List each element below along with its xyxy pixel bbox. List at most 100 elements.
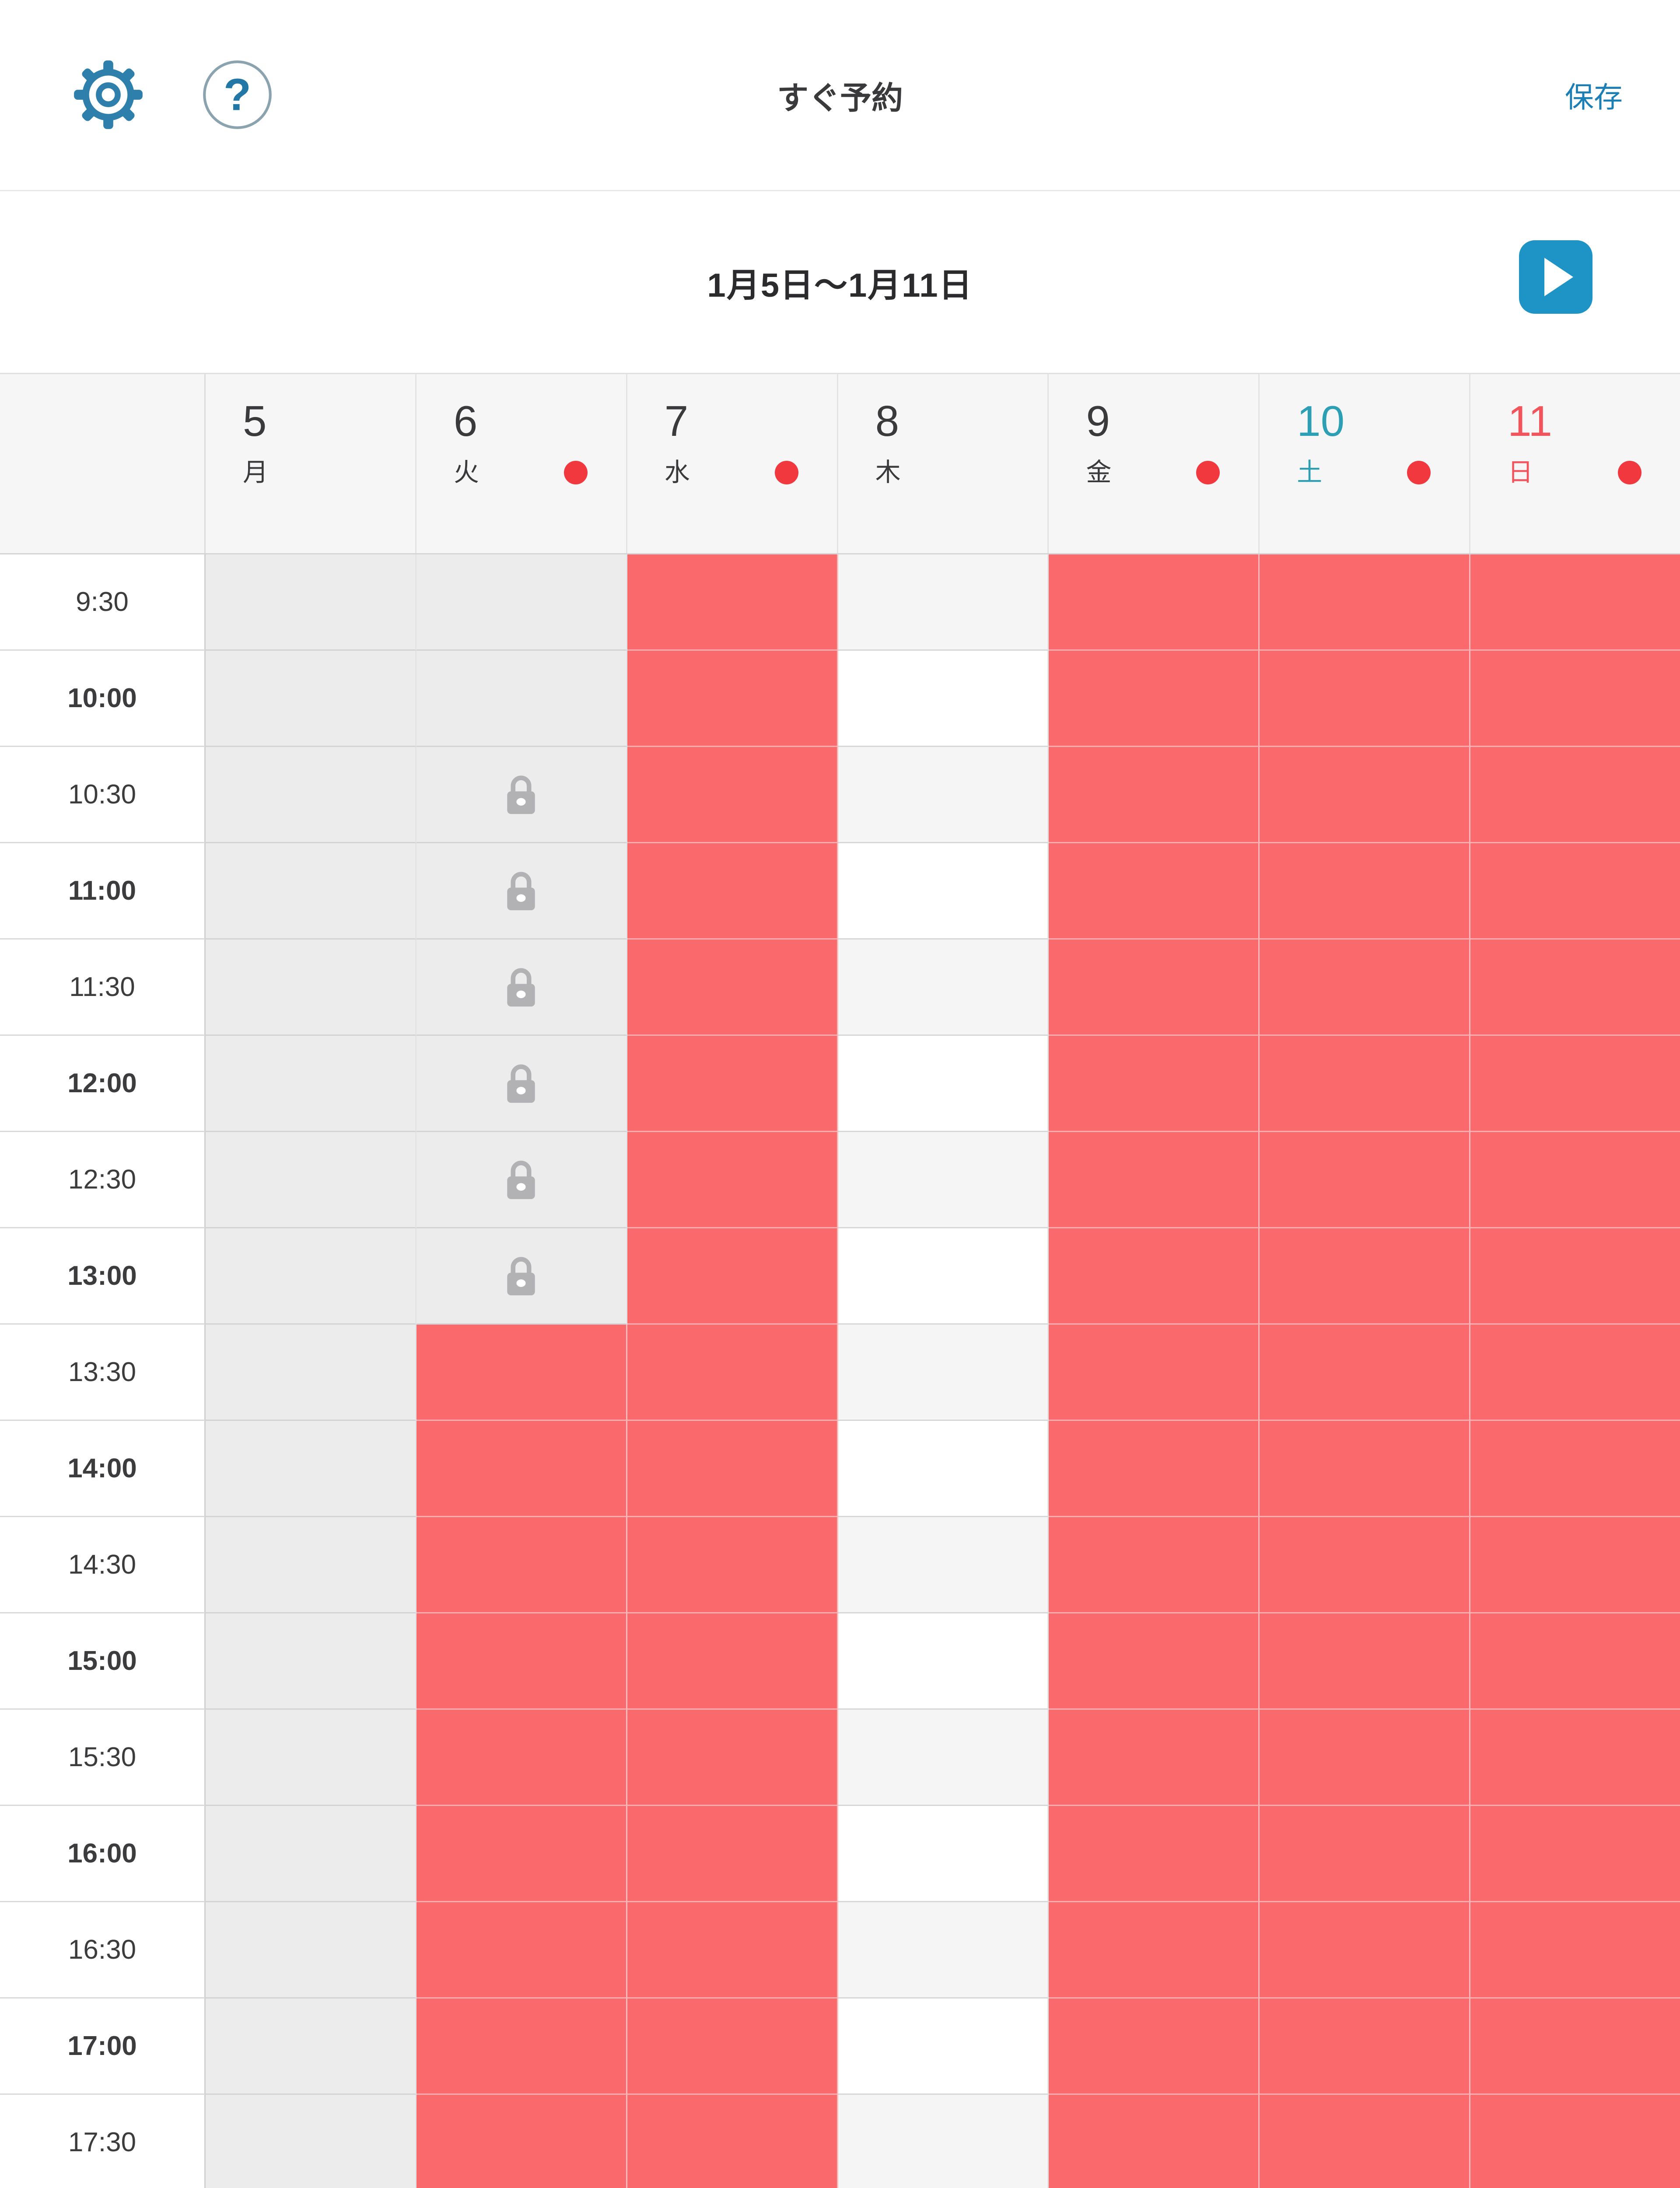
- slot-8-16:30[interactable]: [838, 1902, 1049, 1999]
- slot-7-13:00[interactable]: [627, 1228, 838, 1325]
- slot-11-13:00[interactable]: [1470, 1228, 1680, 1325]
- slot-9-15:30[interactable]: [1049, 1710, 1260, 1806]
- slot-11-16:00[interactable]: [1470, 1806, 1680, 1902]
- slot-6-16:00[interactable]: [416, 1806, 627, 1902]
- slot-9-14:00[interactable]: [1049, 1421, 1260, 1517]
- slot-9-15:00[interactable]: [1049, 1613, 1260, 1710]
- slot-6-17:30[interactable]: [416, 2095, 627, 2188]
- slot-8-15:00[interactable]: [838, 1613, 1049, 1710]
- slot-9-14:30[interactable]: [1049, 1517, 1260, 1613]
- slot-8-14:00[interactable]: [838, 1421, 1049, 1517]
- slot-7-13:30[interactable]: [627, 1325, 838, 1421]
- slot-11-10:30[interactable]: [1470, 747, 1680, 843]
- slot-10-10:00[interactable]: [1260, 651, 1471, 747]
- slot-7-14:30[interactable]: [627, 1517, 838, 1613]
- slot-10-10:30[interactable]: [1260, 747, 1471, 843]
- slot-11-15:00[interactable]: [1470, 1613, 1680, 1710]
- slot-7-10:30[interactable]: [627, 747, 838, 843]
- slot-6-17:00[interactable]: [416, 1999, 627, 2095]
- slot-10-13:00[interactable]: [1260, 1228, 1471, 1325]
- slot-10-11:00[interactable]: [1260, 843, 1471, 940]
- slot-9-12:30[interactable]: [1049, 1132, 1260, 1228]
- slot-6-14:00[interactable]: [416, 1421, 627, 1517]
- slot-10-14:00[interactable]: [1260, 1421, 1471, 1517]
- slot-11-12:30[interactable]: [1470, 1132, 1680, 1228]
- slot-8-16:00[interactable]: [838, 1806, 1049, 1902]
- slot-10-17:30[interactable]: [1260, 2095, 1471, 2188]
- slot-9-9:30[interactable]: [1049, 554, 1260, 651]
- slot-11-17:00[interactable]: [1470, 1999, 1680, 2095]
- slot-11-14:00[interactable]: [1470, 1421, 1680, 1517]
- slot-9-13:30[interactable]: [1049, 1325, 1260, 1421]
- slot-7-16:30[interactable]: [627, 1902, 838, 1999]
- slot-7-16:00[interactable]: [627, 1806, 838, 1902]
- slot-9-13:00[interactable]: [1049, 1228, 1260, 1325]
- slot-11-14:30[interactable]: [1470, 1517, 1680, 1613]
- slot-10-17:00[interactable]: [1260, 1999, 1471, 2095]
- next-week-button[interactable]: [1519, 240, 1592, 314]
- slot-8-11:00[interactable]: [838, 843, 1049, 940]
- slot-11-17:30[interactable]: [1470, 2095, 1680, 2188]
- slot-8-14:30[interactable]: [838, 1517, 1049, 1613]
- slot-9-12:00[interactable]: [1049, 1036, 1260, 1132]
- slot-8-11:30[interactable]: [838, 940, 1049, 1036]
- slot-6-15:00[interactable]: [416, 1613, 627, 1710]
- slot-10-15:00[interactable]: [1260, 1613, 1471, 1710]
- slot-11-10:00[interactable]: [1470, 651, 1680, 747]
- slot-8-17:30[interactable]: [838, 2095, 1049, 2188]
- slot-8-12:00[interactable]: [838, 1036, 1049, 1132]
- slot-8-10:30[interactable]: [838, 747, 1049, 843]
- slot-7-10:00[interactable]: [627, 651, 838, 747]
- slot-11-9:30[interactable]: [1470, 554, 1680, 651]
- slot-9-10:30[interactable]: [1049, 747, 1260, 843]
- day-number: 5: [243, 397, 267, 445]
- slot-11-13:30[interactable]: [1470, 1325, 1680, 1421]
- slot-11-11:00[interactable]: [1470, 843, 1680, 940]
- slot-7-12:30[interactable]: [627, 1132, 838, 1228]
- slot-6-15:30[interactable]: [416, 1710, 627, 1806]
- slot-8-13:00[interactable]: [838, 1228, 1049, 1325]
- slot-9-16:30[interactable]: [1049, 1902, 1260, 1999]
- slot-6-16:30[interactable]: [416, 1902, 627, 1999]
- availability-dot: [1407, 461, 1431, 484]
- slot-11-12:00[interactable]: [1470, 1036, 1680, 1132]
- slot-8-12:30[interactable]: [838, 1132, 1049, 1228]
- slot-6-14:30[interactable]: [416, 1517, 627, 1613]
- slot-7-15:00[interactable]: [627, 1613, 838, 1710]
- slot-10-11:30[interactable]: [1260, 940, 1471, 1036]
- slot-11-15:30[interactable]: [1470, 1710, 1680, 1806]
- slot-6-13:30[interactable]: [416, 1325, 627, 1421]
- slot-7-17:30[interactable]: [627, 2095, 838, 2188]
- slot-7-9:30[interactable]: [627, 554, 838, 651]
- help-button[interactable]: ?: [201, 60, 273, 132]
- slot-8-17:00[interactable]: [838, 1999, 1049, 2095]
- slot-10-16:30[interactable]: [1260, 1902, 1471, 1999]
- slot-7-12:00[interactable]: [627, 1036, 838, 1132]
- slot-9-17:30[interactable]: [1049, 2095, 1260, 2188]
- slot-10-12:00[interactable]: [1260, 1036, 1471, 1132]
- slot-10-16:00[interactable]: [1260, 1806, 1471, 1902]
- slot-9-11:30[interactable]: [1049, 940, 1260, 1036]
- slot-10-14:30[interactable]: [1260, 1517, 1471, 1613]
- slot-11-11:30[interactable]: [1470, 940, 1680, 1036]
- slot-10-15:30[interactable]: [1260, 1710, 1471, 1806]
- slot-9-11:00[interactable]: [1049, 843, 1260, 940]
- slot-9-16:00[interactable]: [1049, 1806, 1260, 1902]
- slot-10-9:30[interactable]: [1260, 554, 1471, 651]
- slot-7-11:00[interactable]: [627, 843, 838, 940]
- slot-9-10:00[interactable]: [1049, 651, 1260, 747]
- slot-8-10:00[interactable]: [838, 651, 1049, 747]
- slot-10-12:30[interactable]: [1260, 1132, 1471, 1228]
- settings-button[interactable]: [72, 60, 144, 132]
- slot-8-15:30[interactable]: [838, 1710, 1049, 1806]
- slot-7-15:30[interactable]: [627, 1710, 838, 1806]
- slot-8-9:30[interactable]: [838, 554, 1049, 651]
- save-button[interactable]: 保存: [1562, 74, 1625, 116]
- slot-11-16:30[interactable]: [1470, 1902, 1680, 1999]
- slot-10-13:30[interactable]: [1260, 1325, 1471, 1421]
- slot-7-11:30[interactable]: [627, 940, 838, 1036]
- slot-7-14:00[interactable]: [627, 1421, 838, 1517]
- slot-7-17:00[interactable]: [627, 1999, 838, 2095]
- slot-9-17:00[interactable]: [1049, 1999, 1260, 2095]
- slot-8-13:30[interactable]: [838, 1325, 1049, 1421]
